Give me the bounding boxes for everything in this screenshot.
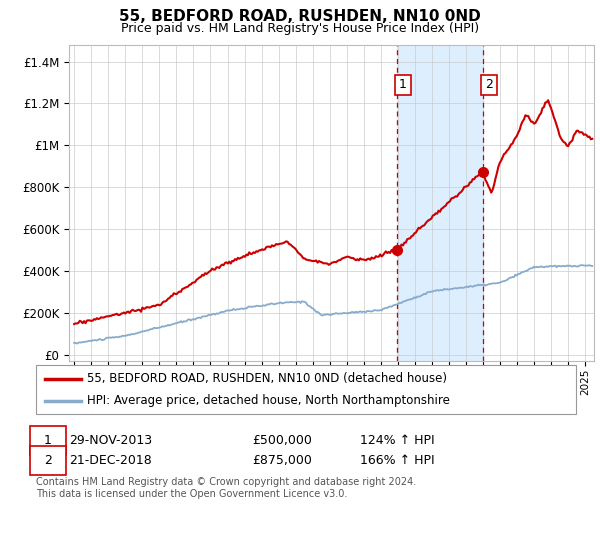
Text: £500,000: £500,000 [252,433,312,447]
Text: HPI: Average price, detached house, North Northamptonshire: HPI: Average price, detached house, Nort… [87,394,450,407]
Text: 21-DEC-2018: 21-DEC-2018 [69,454,152,468]
Text: 1: 1 [399,78,407,91]
Text: 124% ↑ HPI: 124% ↑ HPI [360,433,434,447]
Bar [397,45,482,361]
Text: 29-NOV-2013: 29-NOV-2013 [69,433,152,447]
Text: Contains HM Land Registry data © Crown copyright and database right 2024.
This d: Contains HM Land Registry data © Crown c… [36,477,416,499]
Text: 55, BEDFORD ROAD, RUSHDEN, NN10 0ND (detached house): 55, BEDFORD ROAD, RUSHDEN, NN10 0ND (det… [87,372,447,385]
Text: 2: 2 [485,78,493,91]
Text: £875,000: £875,000 [252,454,312,468]
Text: 55, BEDFORD ROAD, RUSHDEN, NN10 0ND: 55, BEDFORD ROAD, RUSHDEN, NN10 0ND [119,9,481,24]
Text: Price paid vs. HM Land Registry's House Price Index (HPI): Price paid vs. HM Land Registry's House … [121,22,479,35]
Text: 1: 1 [44,433,52,447]
Text: 166% ↑ HPI: 166% ↑ HPI [360,454,434,468]
Text: 2: 2 [44,454,52,468]
